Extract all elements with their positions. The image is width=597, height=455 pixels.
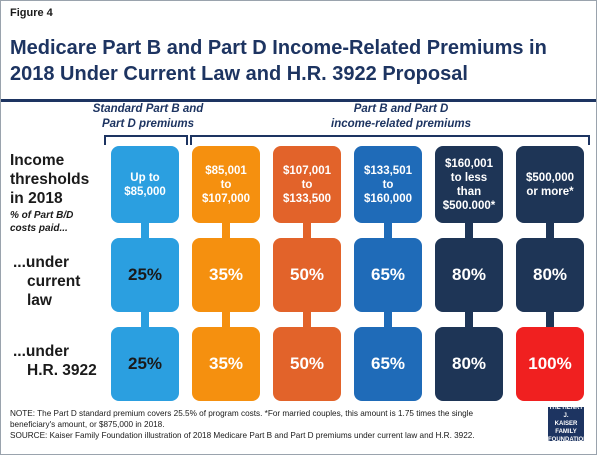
threshold-box-6: $500,000 or more*	[516, 146, 584, 223]
hr3922-value-4: 65%	[354, 327, 422, 401]
threshold-line-2-2: to	[220, 178, 232, 191]
row-label-income: Income thresholds in 2018 % of Part B/D …	[10, 151, 108, 235]
threshold-line-4-2: to	[382, 178, 394, 191]
current-law-value-4: 65%	[354, 238, 422, 312]
threshold-box-1: Up to $85,000	[111, 146, 179, 223]
title-divider	[1, 99, 596, 102]
connector-col-6-1	[546, 223, 554, 238]
group-standard-line-2: Part D premiums	[101, 118, 195, 130]
logo-line-4: FOUNDATION	[548, 437, 588, 443]
title-line-2: 2018 Under Current Law and H.R. 3922 Pro…	[10, 63, 468, 85]
hr3922-value-2: 35%	[192, 327, 260, 401]
current-label-line-3: law	[27, 292, 52, 309]
logo-line-1: THE HENRY J.	[548, 405, 584, 419]
threshold-line-2-3: $107,000	[202, 192, 250, 205]
logo-line-2: KAISER	[554, 421, 578, 427]
group-income-line-1: Part B and Part D	[353, 103, 449, 115]
current-law-value-3: 50%	[273, 238, 341, 312]
threshold-line-5-4: $500.000*	[442, 199, 496, 212]
connector-col-2-1	[222, 223, 230, 238]
connector-col-2-2	[222, 312, 230, 327]
threshold-line-1-1: Up to	[130, 171, 160, 184]
threshold-box-4: $133,501 to $160,000	[354, 146, 422, 223]
group-label-standard: Standard Part B and Part D premiums	[73, 102, 223, 132]
threshold-line-6-2: or more*	[526, 185, 574, 198]
chart-grid: Up to $85,000 25% 25% $85,001 to $107,000 35% 35…	[1, 1, 596, 401]
income-label-line-1: Income	[10, 152, 65, 169]
connector-col-5-2	[465, 312, 473, 327]
hr3922-value-5: 80%	[435, 327, 503, 401]
income-label-line-2: thresholds	[10, 171, 90, 188]
threshold-line-3-3: $133,500	[283, 192, 331, 205]
connector-col-5-1	[465, 223, 473, 238]
current-law-value-6: 80%	[516, 238, 584, 312]
title-line-1: Medicare Part B and Part D Income-Relate…	[10, 37, 547, 59]
current-law-value-1: 25%	[111, 238, 179, 312]
chart-title: Medicare Part B and Part D Income-Relate…	[10, 35, 590, 87]
bracket-standard	[104, 135, 188, 145]
current-label-line-1: ...under	[13, 254, 69, 271]
threshold-text-2: $85,001 to $107,000	[202, 164, 250, 206]
group-label-income: Part B and Part D income-related premium…	[301, 102, 501, 132]
connector-col-4-1	[384, 223, 392, 238]
threshold-line-3-2: to	[301, 178, 313, 191]
kff-logo: THE HENRY J. KAISER FAMILY FOUNDATION	[548, 405, 588, 443]
threshold-line-5-1: $160,001	[445, 157, 493, 170]
hr3922-value-6: 100%	[516, 327, 584, 401]
note-line-1: NOTE: The Part D standard premium covers…	[10, 409, 474, 418]
threshold-box-5: $160,001 to less than $500.000*	[435, 146, 503, 223]
threshold-line-2-1: $85,001	[205, 164, 247, 177]
group-standard-line-1: Standard Part B and	[92, 103, 204, 115]
threshold-line-1-2: $85,000	[124, 185, 166, 198]
group-income-line-2: income-related premiums	[331, 118, 471, 130]
connector-col-3-2	[303, 312, 311, 327]
current-law-value-2: 35%	[192, 238, 260, 312]
row-label-hr3922: ...under H.R. 3922	[13, 342, 108, 380]
threshold-text-1: Up to $85,000	[124, 171, 166, 199]
threshold-text-5: $160,001 to less than $500.000*	[443, 157, 495, 213]
threshold-line-4-1: $133,501	[364, 164, 412, 177]
pct-note-line-1: % of Part B/D	[10, 210, 74, 221]
hr-label-line-2: H.R. 3922	[27, 362, 97, 379]
bracket-income	[190, 135, 590, 145]
figure-label: Figure 4	[10, 7, 53, 19]
hr-label-line-1: ...under	[13, 343, 69, 360]
connector-col-6-2	[546, 312, 554, 327]
logo-line-3: FAMILY	[555, 429, 577, 435]
footnote: NOTE: The Part D standard premium covers…	[10, 408, 540, 441]
connector-col-1-2	[141, 312, 149, 327]
threshold-line-5-3: than	[456, 185, 482, 198]
threshold-line-6-1: $500,000	[526, 171, 574, 184]
threshold-text-3: $107,001 to $133,500	[283, 164, 331, 206]
threshold-text-6: $500,000 or more*	[526, 171, 574, 199]
hr3922-value-1: 25%	[111, 327, 179, 401]
current-label-line-2: current	[27, 273, 81, 290]
connector-col-3-1	[303, 223, 311, 238]
note-line-3: SOURCE: Kaiser Family Foundation illustr…	[10, 431, 475, 440]
threshold-text-4: $133,501 to $160,000	[364, 164, 412, 206]
row-label-current-law: ...under current law	[13, 253, 103, 310]
pct-note-line-2: costs paid...	[10, 223, 68, 234]
threshold-box-2: $85,001 to $107,000	[192, 146, 260, 223]
connector-col-4-2	[384, 312, 392, 327]
threshold-line-4-3: $160,000	[364, 192, 412, 205]
income-label-line-3: in 2018	[10, 190, 63, 207]
threshold-line-5-2: to less	[450, 171, 488, 184]
threshold-box-3: $107,001 to $133,500	[273, 146, 341, 223]
connector-col-1-1	[141, 223, 149, 238]
note-line-2: beneficiary's amount, or $875,000 in 201…	[10, 420, 165, 429]
threshold-line-3-1: $107,001	[283, 164, 331, 177]
current-law-value-5: 80%	[435, 238, 503, 312]
hr3922-value-3: 50%	[273, 327, 341, 401]
